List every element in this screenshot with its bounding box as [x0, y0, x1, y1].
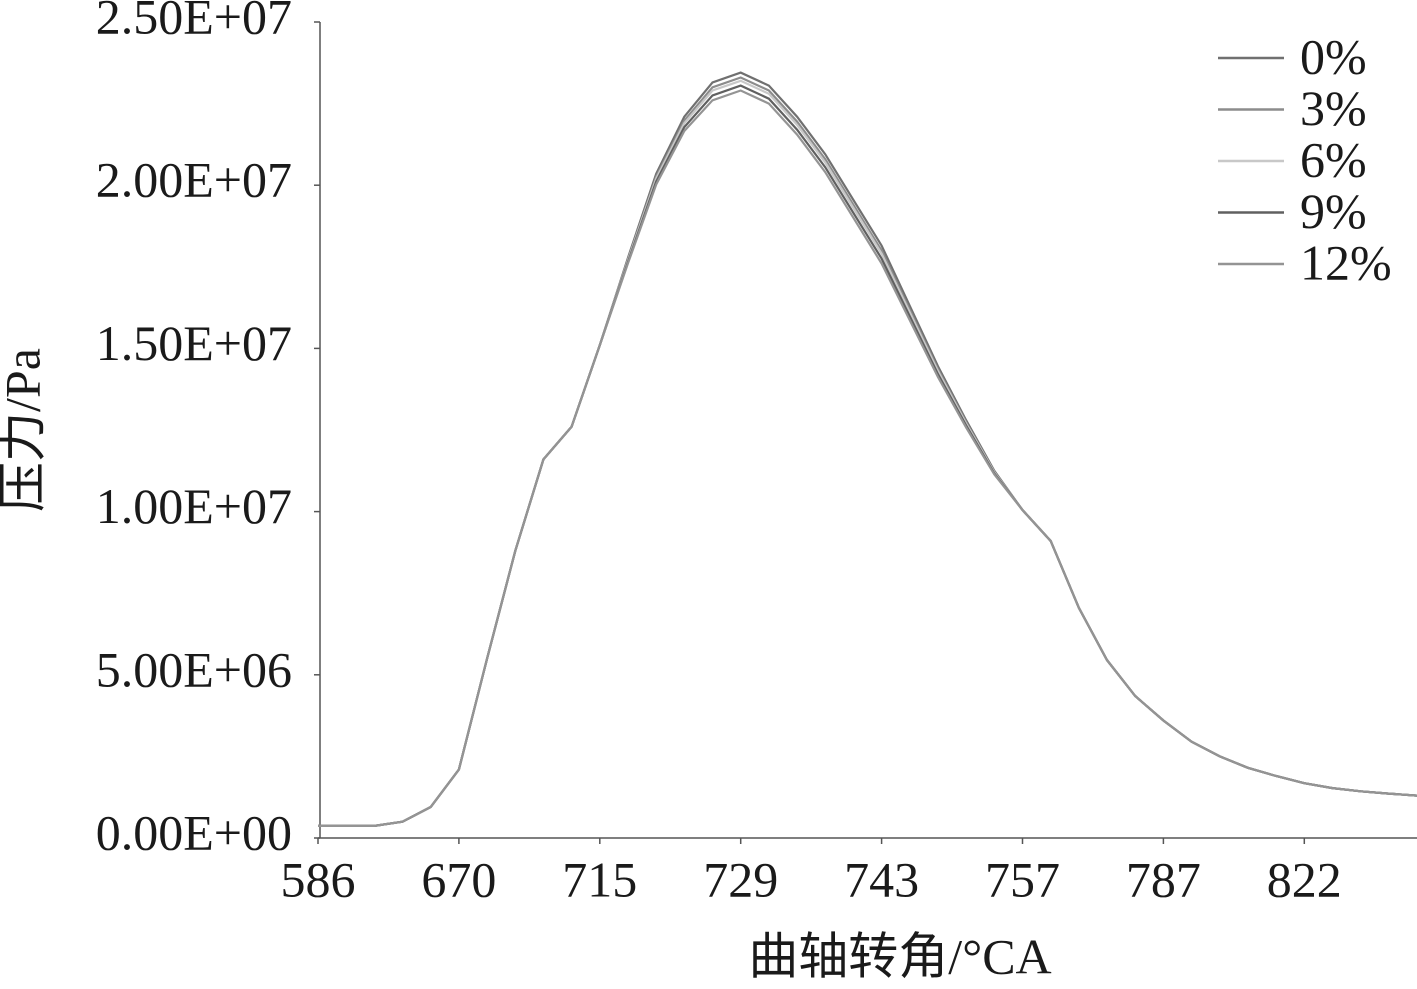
- x-tick-label: 729: [703, 851, 778, 907]
- y-axis-label: 压力/Pa: [0, 348, 50, 512]
- x-tick-label: 743: [844, 851, 919, 907]
- legend-label: 9%: [1300, 183, 1367, 239]
- y-tick-label: 2.00E+07: [96, 152, 292, 208]
- series-line: [318, 76, 1417, 827]
- legend-label: 0%: [1300, 28, 1367, 84]
- x-axis-label: 曲轴转角/°CA: [748, 928, 1051, 984]
- series-line: [318, 84, 1417, 827]
- x-tick-label: 586: [281, 851, 356, 907]
- y-tick-label: 5.00E+06: [96, 641, 292, 697]
- series-line: [318, 79, 1417, 827]
- x-tick-label: 715: [562, 851, 637, 907]
- y-tick-label: 1.00E+07: [96, 478, 292, 534]
- x-tick-label: 670: [421, 851, 496, 907]
- x-tick-label: 787: [1126, 851, 1201, 907]
- legend-label: 6%: [1300, 131, 1367, 187]
- x-tick-label: 757: [985, 851, 1060, 907]
- y-tick-label: 1.50E+07: [96, 315, 292, 371]
- y-tick-label: 2.50E+07: [96, 0, 292, 44]
- series-line: [318, 89, 1417, 827]
- series-line: [318, 71, 1417, 827]
- legend-label: 12%: [1300, 234, 1392, 290]
- x-tick-label: 822: [1267, 851, 1342, 907]
- legend-label: 3%: [1300, 80, 1367, 136]
- y-tick-label: 0.00E+00: [96, 804, 292, 860]
